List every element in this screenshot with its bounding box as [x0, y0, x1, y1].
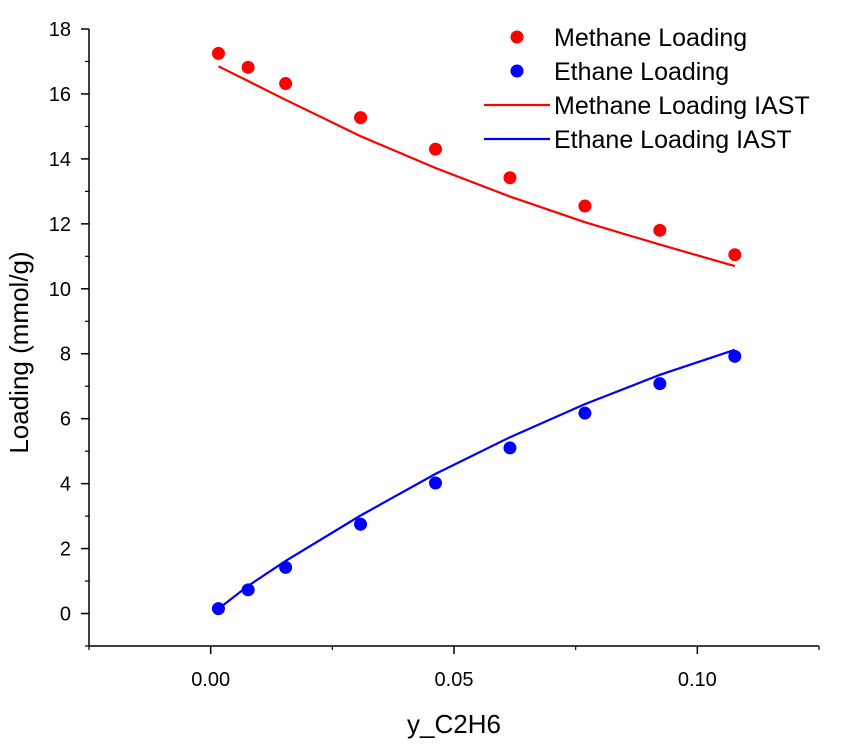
legend-marker	[510, 64, 524, 78]
data-point	[429, 476, 443, 490]
series-line	[217, 348, 736, 610]
legend-label: Ethane Loading	[554, 58, 729, 86]
y-tick-label: 6	[60, 409, 71, 431]
legend-label: Methane Loading IAST	[554, 92, 810, 120]
y-tick-label: 16	[49, 84, 71, 106]
x-tick-label: 0.00	[191, 669, 230, 691]
axes: 0 2 4 6 8 10 12 14 16 18 0.00 0.05 0.10	[49, 19, 820, 691]
y-axis-title: Loading (mmol/g)	[4, 251, 34, 453]
y-tick-label: 2	[60, 539, 71, 561]
data-point	[728, 248, 742, 262]
x-tick-label: 0.10	[678, 669, 717, 691]
data-point	[241, 60, 255, 74]
y-tick-label: 12	[49, 214, 71, 236]
data-point	[653, 377, 667, 391]
data-point	[279, 77, 293, 91]
data-point	[211, 46, 225, 60]
data-point	[241, 583, 255, 597]
data-point	[653, 223, 667, 237]
legend-label: Methane Loading	[554, 24, 747, 52]
data-point	[354, 111, 368, 125]
data-point	[429, 142, 443, 156]
legend-marker	[510, 30, 524, 44]
series-layer	[211, 46, 742, 616]
data-point	[578, 406, 592, 420]
data-point	[354, 517, 368, 531]
data-point	[503, 171, 517, 185]
data-point	[279, 560, 293, 574]
legend: Methane Loading Ethane Loading Methane Loa…	[484, 24, 810, 154]
legend-label: Ethane Loading IAST	[554, 126, 792, 154]
y-tick-label: 14	[49, 149, 71, 171]
series-line	[218, 65, 736, 268]
y-tick-label: 8	[60, 344, 71, 366]
data-point	[211, 602, 225, 616]
x-tick-label: 0.05	[435, 669, 474, 691]
y-tick-label: 4	[60, 474, 71, 496]
data-point	[728, 349, 742, 363]
y-tick-label: 10	[49, 279, 71, 301]
y-tick-label: 0	[60, 604, 71, 626]
x-axis-title: y_C2H6	[407, 709, 501, 739]
y-tick-label: 18	[49, 19, 71, 41]
data-point	[503, 441, 517, 455]
data-point	[578, 199, 592, 213]
